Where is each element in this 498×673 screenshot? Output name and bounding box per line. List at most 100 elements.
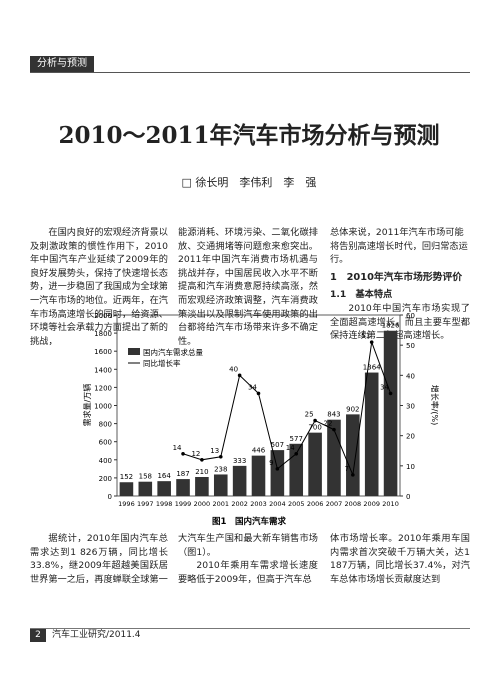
point (388, 391, 393, 396)
value-label: 7 (345, 465, 349, 473)
y2-axis-label: 增长率/(%) (430, 385, 440, 426)
authors: □ 徐长明 李伟利 李 强 (181, 176, 317, 189)
paragraph: 总体来说，2011年汽车市场可能将告别高速增长时代，回归常态运行。 (330, 227, 468, 266)
y-tick-label: 1200 (94, 384, 112, 392)
column: 总体来说，2011年汽车市场可能将告别高速增长时代，回归常态运行。 1 2010… (330, 226, 470, 343)
value-label: 164 (157, 472, 171, 480)
value-label: 12 (191, 450, 200, 458)
column: 大汽车生产国和最大新车销售市场（图1）。 2010年乘用车需求增长速度要略低于2… (178, 532, 318, 586)
x-tick-label: 2008 (345, 500, 362, 508)
y2-tick-label: 20 (406, 433, 415, 441)
point (313, 418, 317, 423)
x-tick-label: 1999 (175, 500, 192, 508)
x-tick-label: 2002 (231, 500, 248, 508)
bar (327, 419, 341, 496)
point (218, 454, 223, 459)
x-tick-label: 2003 (250, 500, 267, 508)
value-label: 13 (210, 447, 219, 455)
x-tick-label: 1998 (156, 500, 173, 508)
bar (383, 330, 398, 496)
paragraph: 大汽车生产国和最大新车销售市场（图1）。 (178, 533, 318, 558)
paragraph: 能源消耗、环境污染、二氧化碳排放、交通拥堵等问题愈来愈突出。2011年中国汽车消… (178, 227, 318, 347)
bar (308, 432, 322, 496)
x-tick-label: 1996 (118, 500, 135, 508)
bar (119, 482, 134, 496)
paragraph: 2010年乘用车需求增长速度要略低于2009年，但高于汽车总 (178, 560, 318, 585)
x-tick-label: 2005 (288, 500, 305, 508)
bar (346, 414, 360, 496)
x-tick-label: 2001 (212, 500, 229, 508)
bar (270, 450, 285, 496)
value-label: 22 (324, 420, 333, 428)
bar (289, 443, 304, 496)
point (237, 373, 242, 378)
value-label: 507 (271, 441, 284, 449)
bar (176, 479, 190, 496)
bar (232, 465, 247, 496)
value-label: 238 (214, 465, 227, 473)
section-heading: 1 2010年汽车市场形势评价 (330, 271, 463, 283)
page-number: 2 (30, 629, 46, 642)
point (200, 458, 204, 462)
y-tick-label: 200 (99, 475, 112, 483)
value-label: 14 (286, 444, 295, 452)
point (275, 467, 280, 471)
x-tick-label: 1997 (137, 500, 154, 508)
section-tag: 分析与预测 (30, 56, 94, 72)
y-tick-label: 1600 (94, 348, 112, 356)
value-label: 158 (139, 473, 152, 481)
paragraph: 2010年中国汽车市场实现了全面超高速增长，而且主要车型都保持连续第二年超高速增… (330, 302, 470, 342)
subsection-heading: 1.1 基本特点 (330, 289, 393, 301)
x-tick-label: 2009 (363, 500, 380, 508)
bar (157, 481, 171, 496)
header-rule (30, 72, 470, 73)
value-label: 333 (233, 457, 246, 465)
x-tick-label: 2010 (382, 500, 399, 508)
y2-tick-label: 40 (406, 372, 415, 380)
y2-tick-label: 50 (406, 342, 415, 350)
paragraph: 在国内良好的宏观经济背景以及刺激政策的惯性作用下，2010年中国汽车产业延续了2… (30, 227, 168, 347)
value-label: 843 (327, 411, 340, 419)
value-label: 700 (308, 424, 321, 432)
y-tick-label: 1400 (94, 366, 112, 374)
point (256, 391, 261, 396)
value-label: 210 (195, 468, 208, 476)
legend-label: 国内汽车需求总量 (143, 347, 203, 357)
y-tick-label: 400 (99, 457, 112, 465)
value-label: 40 (229, 365, 238, 373)
value-label: 577 (290, 435, 303, 443)
footer-rule (30, 628, 470, 629)
y-tick-label: 0 (108, 493, 112, 501)
y-tick-label: 800 (99, 421, 112, 429)
x-tick-label: 2007 (326, 500, 343, 508)
value-label: 1364 (363, 364, 381, 372)
growth-line (182, 341, 392, 477)
y2-tick-label: 10 (406, 463, 415, 471)
value-label: 446 (252, 447, 266, 455)
paragraph: 体市场增长率。2010年乘用车国内需求首次突破千万辆大关，达1 187万辆，同比… (330, 533, 470, 585)
value-label: 9 (269, 459, 273, 467)
paragraph: 据统计，2010年国内汽车总需求达到1 826万辆，同比增长33.8%，继200… (30, 533, 168, 585)
bar (364, 372, 379, 496)
point (294, 451, 299, 456)
point (181, 451, 185, 456)
bar (213, 474, 228, 496)
bar (195, 476, 209, 496)
y-axis-label: 需求量/万辆 (82, 384, 92, 427)
value-label: 34 (380, 383, 389, 391)
x-tick-label: 2000 (194, 500, 211, 508)
value-label: 902 (346, 405, 359, 413)
y2-tick-label: 0 (406, 493, 410, 501)
value-label: 152 (120, 473, 133, 481)
value-label: 14 (173, 444, 182, 452)
y2-tick-label: 30 (406, 403, 415, 411)
title: 2010～2011年汽车市场分析与预测 (58, 122, 440, 149)
point (351, 473, 355, 477)
chart-caption: 图1 国内汽车需求 (212, 516, 286, 527)
y-tick-label: 600 (99, 439, 112, 447)
value-label: 187 (176, 470, 189, 478)
x-tick-label: 2006 (307, 500, 324, 508)
y-tick-label: 1000 (94, 403, 112, 411)
journal: 汽车工业研究/2011.4 (52, 630, 141, 640)
